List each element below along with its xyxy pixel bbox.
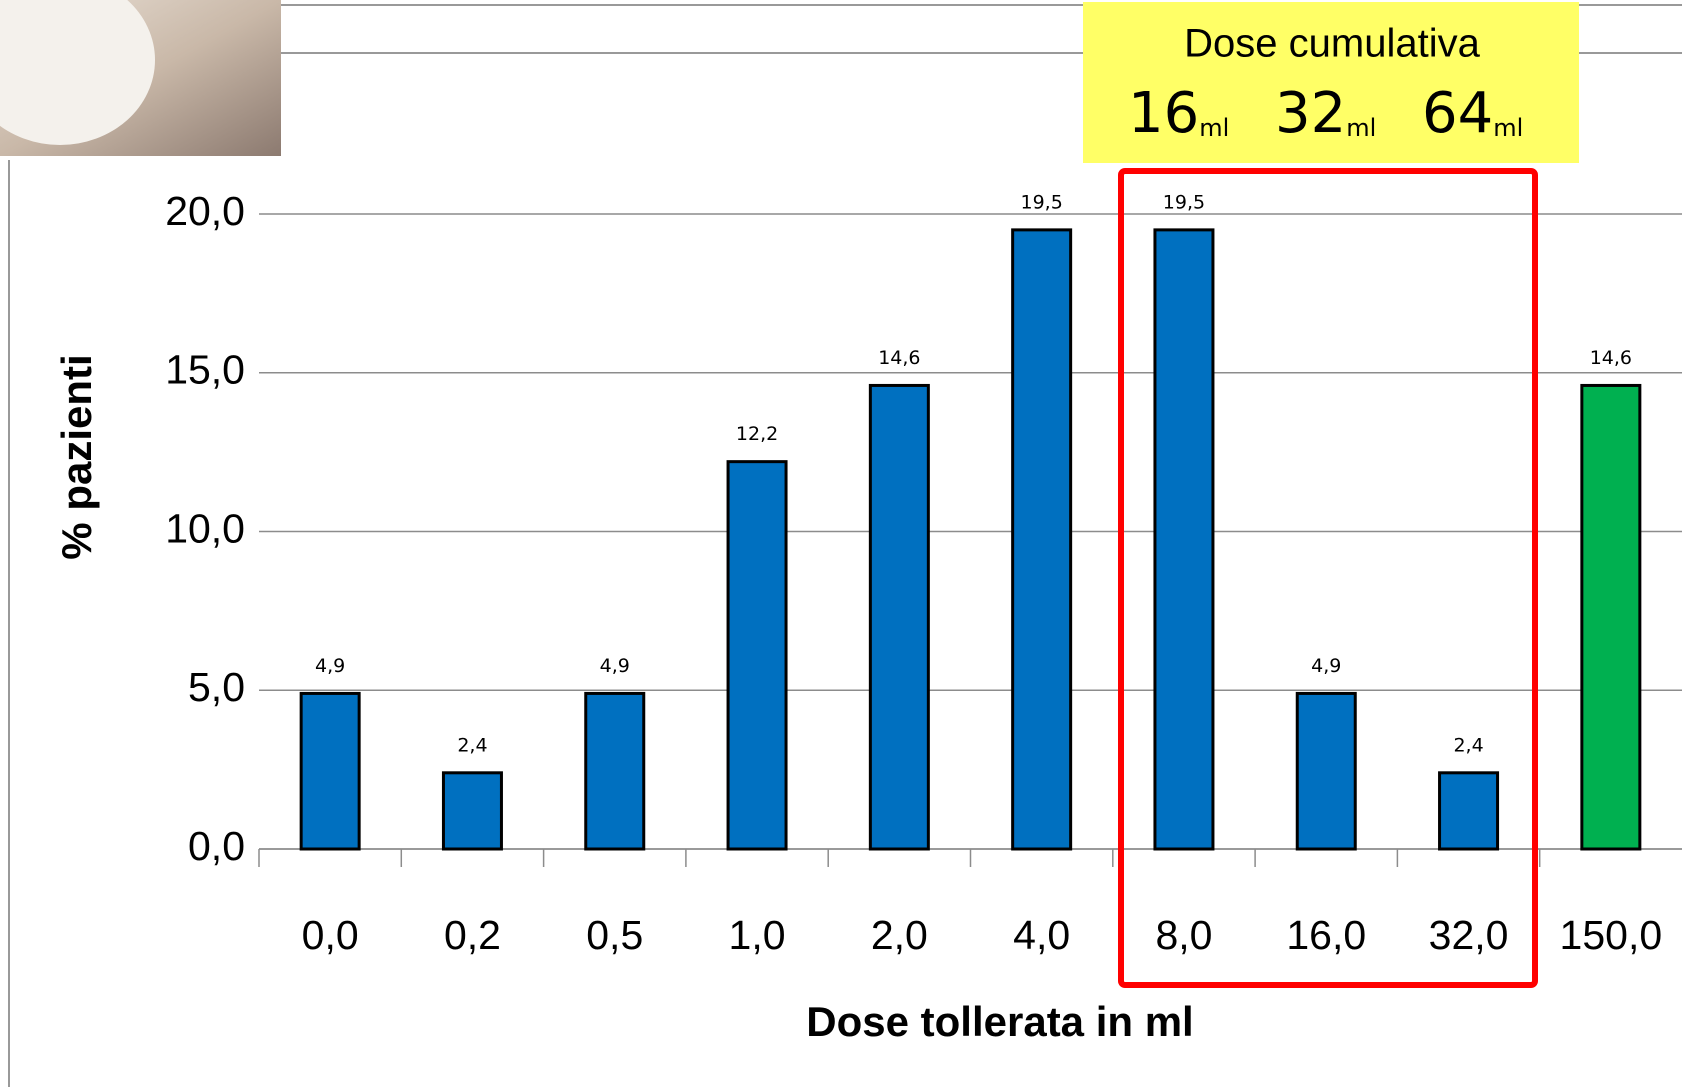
x-tick-label: 150,0 [1560, 912, 1663, 958]
dose-value: 16 [1128, 81, 1199, 146]
value-label: 4,9 [315, 655, 345, 677]
value-label: 12,2 [736, 423, 778, 445]
value-label: 14,6 [878, 347, 920, 369]
plot: 0,0 5,0 10,0 15,0 20,0 0,0 4,9 0,2 2,4 0,5 4,9 1,0 1… [165, 188, 1682, 958]
x-axis-label: Dose tollerata in ml [806, 998, 1193, 1045]
x-tick-label: 4,0 [1013, 912, 1070, 958]
value-label: 19,5 [1163, 191, 1205, 213]
annotation-doses: 16ml 32ml 64ml [1128, 81, 1523, 146]
y-tick-label: 5,0 [188, 664, 245, 710]
value-label: 2,4 [457, 734, 487, 756]
x-tick-label: 0,0 [302, 912, 359, 958]
x-tick-label: 32,0 [1429, 912, 1509, 958]
bar [1580, 383, 1642, 851]
annotation-title: Dose cumulativa [1184, 22, 1480, 66]
x-tick-label: 1,0 [729, 912, 786, 958]
bar [1295, 691, 1357, 851]
value-label: 14,6 [1590, 347, 1632, 369]
x-tick-label: 8,0 [1155, 912, 1212, 958]
bar [584, 691, 646, 851]
value-label: 2,4 [1453, 734, 1483, 756]
dose-label: 32ml [1275, 81, 1376, 146]
dose-unit: ml [1493, 114, 1523, 142]
y-tick-label: 0,0 [188, 823, 245, 869]
y-tick-label: 10,0 [165, 505, 245, 551]
value-label: 19,5 [1020, 191, 1062, 213]
dose-label: 64ml [1422, 81, 1523, 146]
bar [299, 691, 361, 851]
y-axis-label: % pazienti [53, 354, 100, 559]
dose-unit: ml [1346, 114, 1376, 142]
y-tick-label: 15,0 [165, 347, 245, 393]
bar [441, 771, 503, 851]
bar [868, 383, 930, 851]
dose-unit: ml [1199, 114, 1229, 142]
photo-cup [0, 0, 155, 145]
bar [1011, 228, 1073, 851]
dose-label: 16ml [1128, 81, 1229, 146]
value-label: 4,9 [600, 655, 630, 677]
x-tick-label: 16,0 [1286, 912, 1366, 958]
x-tick-label: 0,2 [444, 912, 501, 958]
highlight-box [1118, 168, 1538, 988]
bar [726, 460, 788, 851]
annotation-box [1083, 2, 1579, 163]
dose-value: 32 [1275, 81, 1346, 146]
bar [1438, 771, 1500, 851]
x-tick-label: 0,5 [586, 912, 643, 958]
y-tick-label: 20,0 [165, 188, 245, 234]
value-label: 4,9 [1311, 655, 1341, 677]
x-tick-label: 2,0 [871, 912, 928, 958]
dose-value: 64 [1422, 81, 1493, 146]
bar [1153, 228, 1215, 851]
